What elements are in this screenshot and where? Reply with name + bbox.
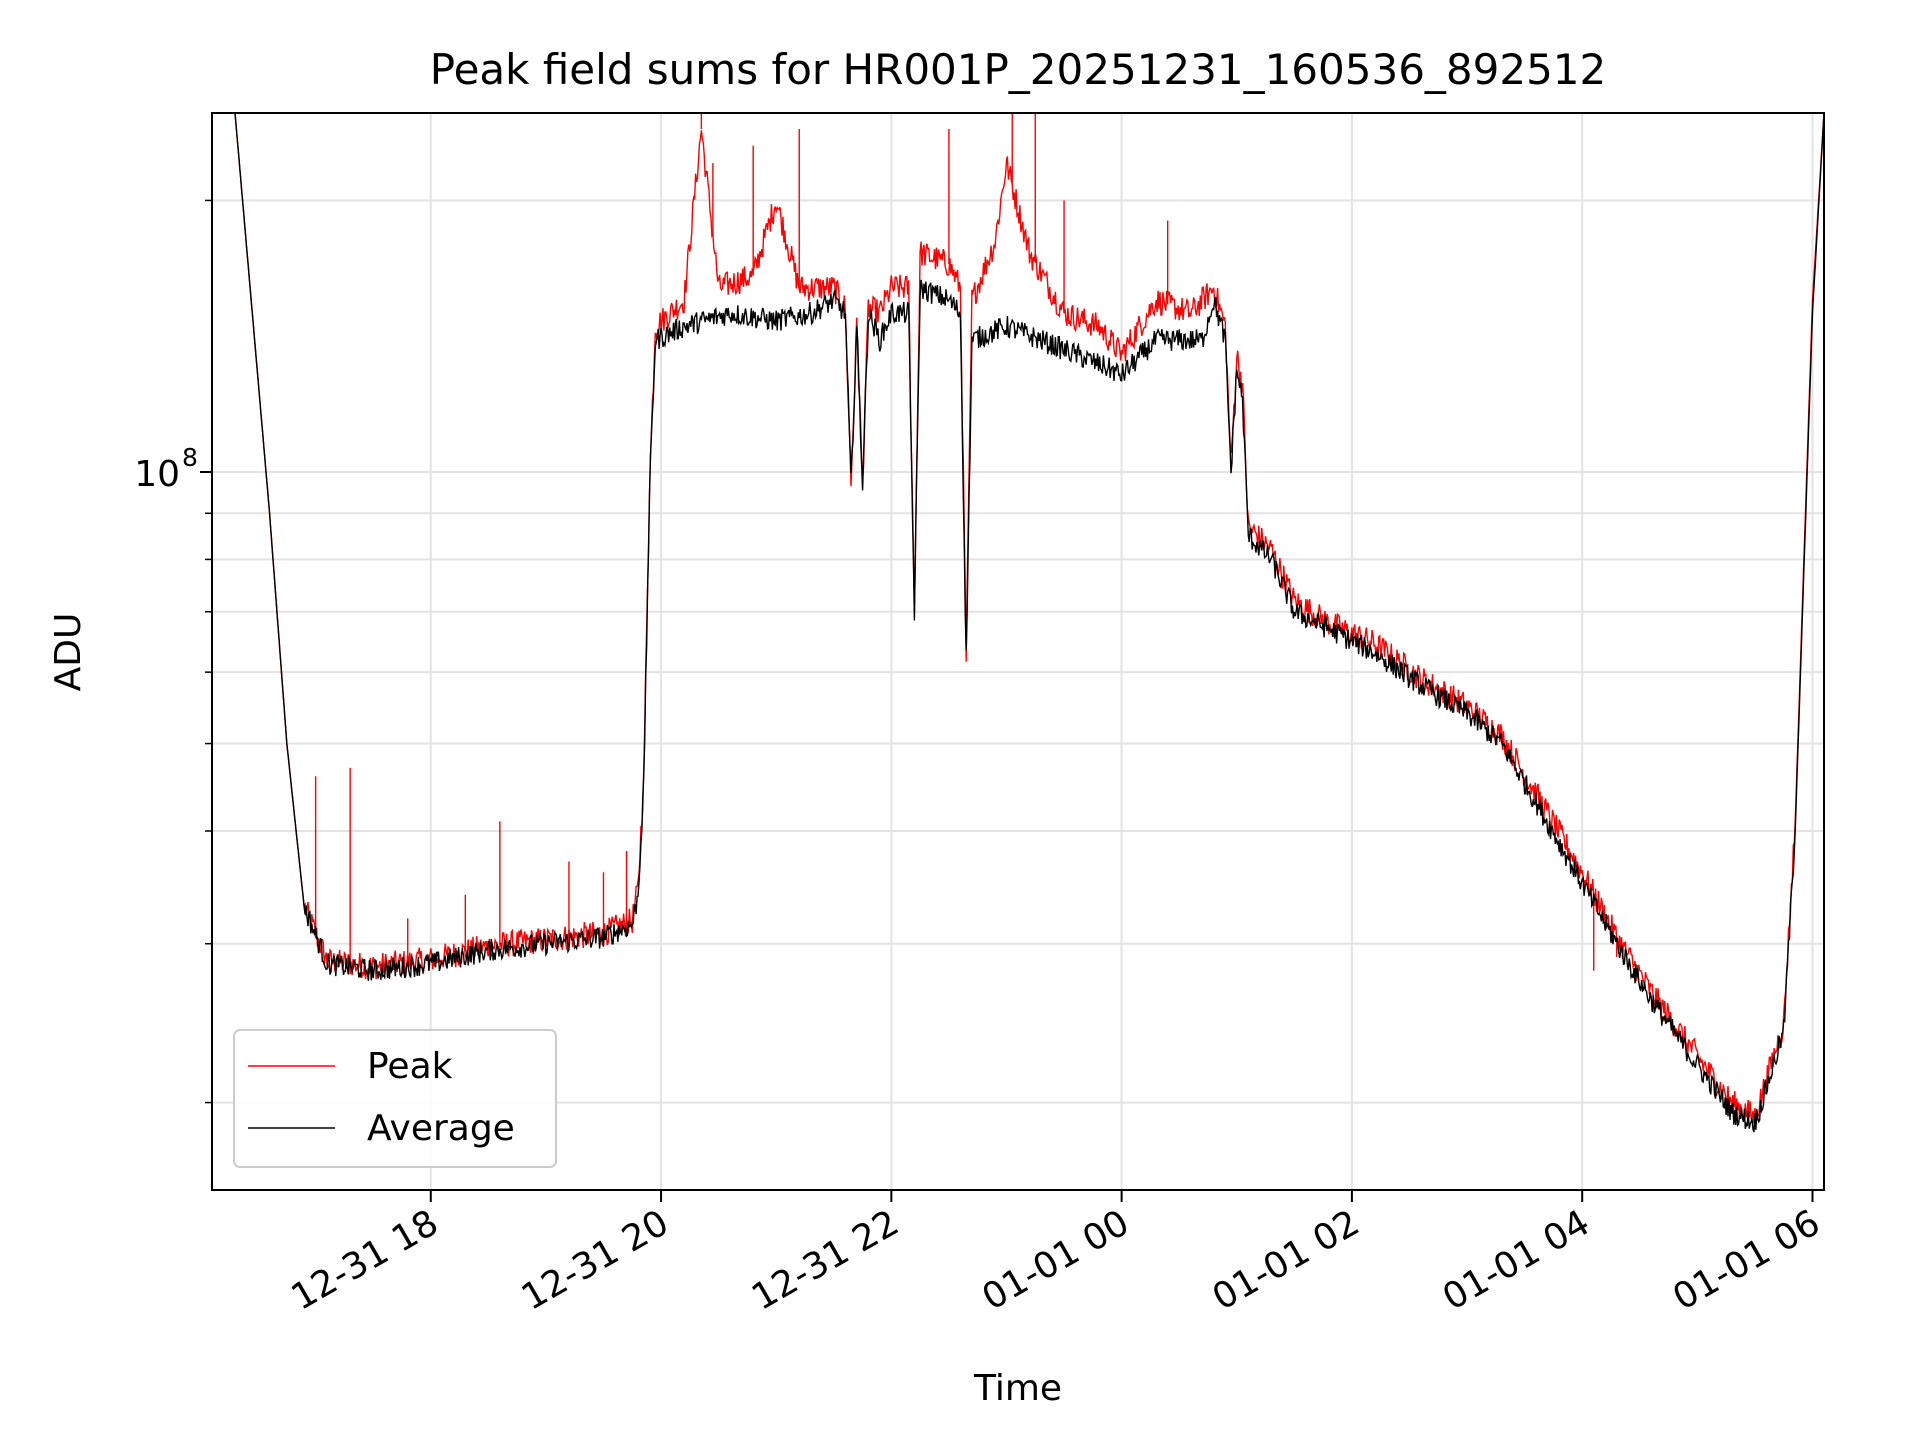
y-tick-label-exponent: 8 bbox=[182, 443, 198, 472]
x-axis-label: Time bbox=[973, 1368, 1062, 1409]
legend: Peak Average bbox=[233, 1029, 557, 1168]
y-axis-label: ADU bbox=[48, 613, 89, 692]
legend-box bbox=[233, 1029, 557, 1168]
chart-title: Peak field sums for HR001P_20251231_1605… bbox=[430, 45, 1607, 94]
grid-lines bbox=[212, 113, 1824, 1190]
legend-peak-label: Peak bbox=[367, 1046, 453, 1087]
y-tick-label-base: 10 bbox=[134, 454, 180, 495]
y-axis: 10 8 bbox=[134, 199, 212, 1104]
plot-frame bbox=[211, 112, 1825, 1191]
series-layer bbox=[212, 113, 1824, 1133]
series-average-line bbox=[212, 113, 1824, 1133]
legend-average-label: Average bbox=[367, 1108, 515, 1149]
